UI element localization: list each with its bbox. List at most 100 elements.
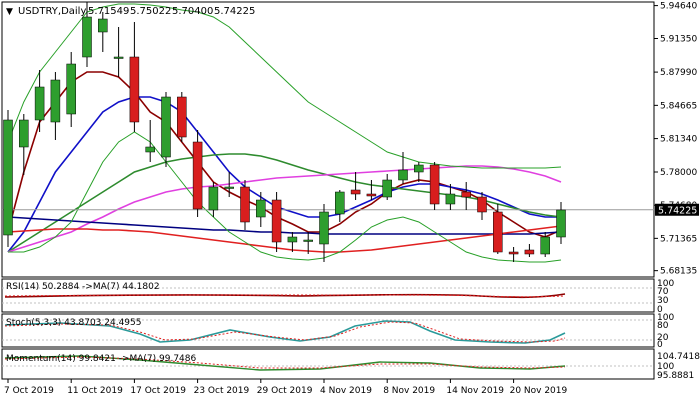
rsi-ma-line xyxy=(4,294,566,298)
candle xyxy=(98,12,108,52)
candle xyxy=(113,27,124,77)
candle-body xyxy=(50,79,61,123)
ohlc-high: 5.75022 xyxy=(130,6,171,17)
candle xyxy=(161,92,171,167)
time-axis: 7 Oct 2019 11 Oct 2019 17 Oct 2019 23 Oct 2… xyxy=(4,379,568,396)
candle-body xyxy=(540,236,550,255)
candle xyxy=(366,180,377,200)
candle-body xyxy=(319,211,329,245)
y-tick-label: 5.84665 xyxy=(660,101,697,111)
candle xyxy=(303,232,313,254)
candle-body xyxy=(3,119,13,236)
candle-body xyxy=(524,249,535,255)
rsi-label: RSI(14) 50.2884 ->MA(7) 44.1802 xyxy=(6,282,160,292)
candle xyxy=(398,152,408,184)
x-tick-label: 4 Nov 2019 xyxy=(320,386,372,396)
candle-body xyxy=(208,186,219,211)
candle xyxy=(477,192,487,220)
momentum-tick: 104.7418 xyxy=(657,352,700,362)
momentum-tick: 95.8881 xyxy=(657,371,694,381)
candle xyxy=(224,172,234,197)
candle-body xyxy=(461,191,471,198)
candle xyxy=(34,70,45,132)
overlay-line xyxy=(7,153,562,253)
x-tick-label: 7 Oct 2019 xyxy=(4,386,54,396)
ohlc-low: 5.70400 xyxy=(172,6,213,17)
candle xyxy=(256,192,266,227)
rsi-tick: 70 xyxy=(657,287,669,297)
candle-body xyxy=(366,193,377,197)
candle-body xyxy=(477,196,487,213)
candle-body xyxy=(113,56,124,59)
momentum-ma-line xyxy=(4,356,566,369)
candle xyxy=(66,52,76,127)
candle-body xyxy=(82,16,92,58)
y-tick-label: 5.78000 xyxy=(660,168,697,178)
x-tick-label: 20 Nov 2019 xyxy=(510,386,568,396)
candle xyxy=(335,190,345,222)
candle-body xyxy=(271,199,282,243)
candle-body xyxy=(508,251,519,255)
stoch-label: Stoch(5,3,3) 43.8703 24.4955 xyxy=(6,318,141,328)
y-tick-label: 5.71365 xyxy=(660,234,697,244)
candle xyxy=(50,72,61,140)
candle-body xyxy=(192,141,203,210)
candles xyxy=(3,2,566,262)
overlay-line xyxy=(7,216,562,235)
stoch-tick: 0 xyxy=(657,340,663,350)
candle xyxy=(556,202,566,244)
candle xyxy=(540,232,550,257)
candle xyxy=(429,162,440,210)
candle xyxy=(208,182,219,217)
rsi-tick: 0 xyxy=(657,305,663,315)
overlay-line xyxy=(7,225,562,253)
x-tick-label: 23 Oct 2019 xyxy=(194,386,250,396)
candle-body xyxy=(414,164,424,173)
title-arrow-icon: ▼ xyxy=(6,7,13,17)
candle xyxy=(508,247,519,262)
x-tick-label: 8 Nov 2019 xyxy=(383,386,435,396)
overlay-line xyxy=(8,131,562,263)
rsi-tick: 30 xyxy=(657,296,669,306)
candle xyxy=(82,2,92,67)
candle-body xyxy=(350,189,361,195)
candle xyxy=(177,92,187,142)
price-axis: 5.94640 5.91350 5.87990 5.84665 5.81340 5.780… xyxy=(654,2,697,277)
rsi-tick: 100 xyxy=(657,279,674,289)
x-tick-label: 11 Oct 2019 xyxy=(67,386,123,396)
candle xyxy=(271,192,282,252)
candle xyxy=(129,22,140,132)
stoch-d-line xyxy=(4,321,566,343)
candle xyxy=(445,184,456,210)
candle xyxy=(382,174,392,200)
candle-body xyxy=(66,63,76,115)
y-tick-label: 5.68135 xyxy=(660,267,697,277)
overlay-line xyxy=(7,3,562,169)
x-tick-label: 14 Nov 2019 xyxy=(446,386,504,396)
x-tick-label: 17 Oct 2019 xyxy=(130,386,186,396)
momentum-line xyxy=(4,355,566,371)
x-tick-label: 29 Oct 2019 xyxy=(257,386,313,396)
stoch-tick: 20 xyxy=(657,333,669,343)
candle-body xyxy=(19,119,29,148)
candle-body xyxy=(556,209,566,238)
stoch-tick: 100 xyxy=(657,313,674,323)
candle-body xyxy=(129,56,140,123)
momentum-panel xyxy=(1,348,655,380)
candle-body xyxy=(240,186,250,223)
candle xyxy=(414,162,424,182)
candle-body xyxy=(34,86,45,121)
candle xyxy=(3,110,13,247)
last-price-badge xyxy=(655,203,699,216)
stoch-tick: 80 xyxy=(657,321,669,331)
candle-body xyxy=(145,146,155,153)
candle-body xyxy=(98,18,108,33)
y-tick-label: 5.94640 xyxy=(660,2,697,12)
y-tick-label: 5.91350 xyxy=(660,35,697,45)
candle xyxy=(145,120,155,162)
candle xyxy=(19,114,29,175)
candle-body xyxy=(493,211,503,253)
momentum-tick: 100 xyxy=(657,362,674,372)
last-price-label: 5.74225 xyxy=(658,205,697,216)
